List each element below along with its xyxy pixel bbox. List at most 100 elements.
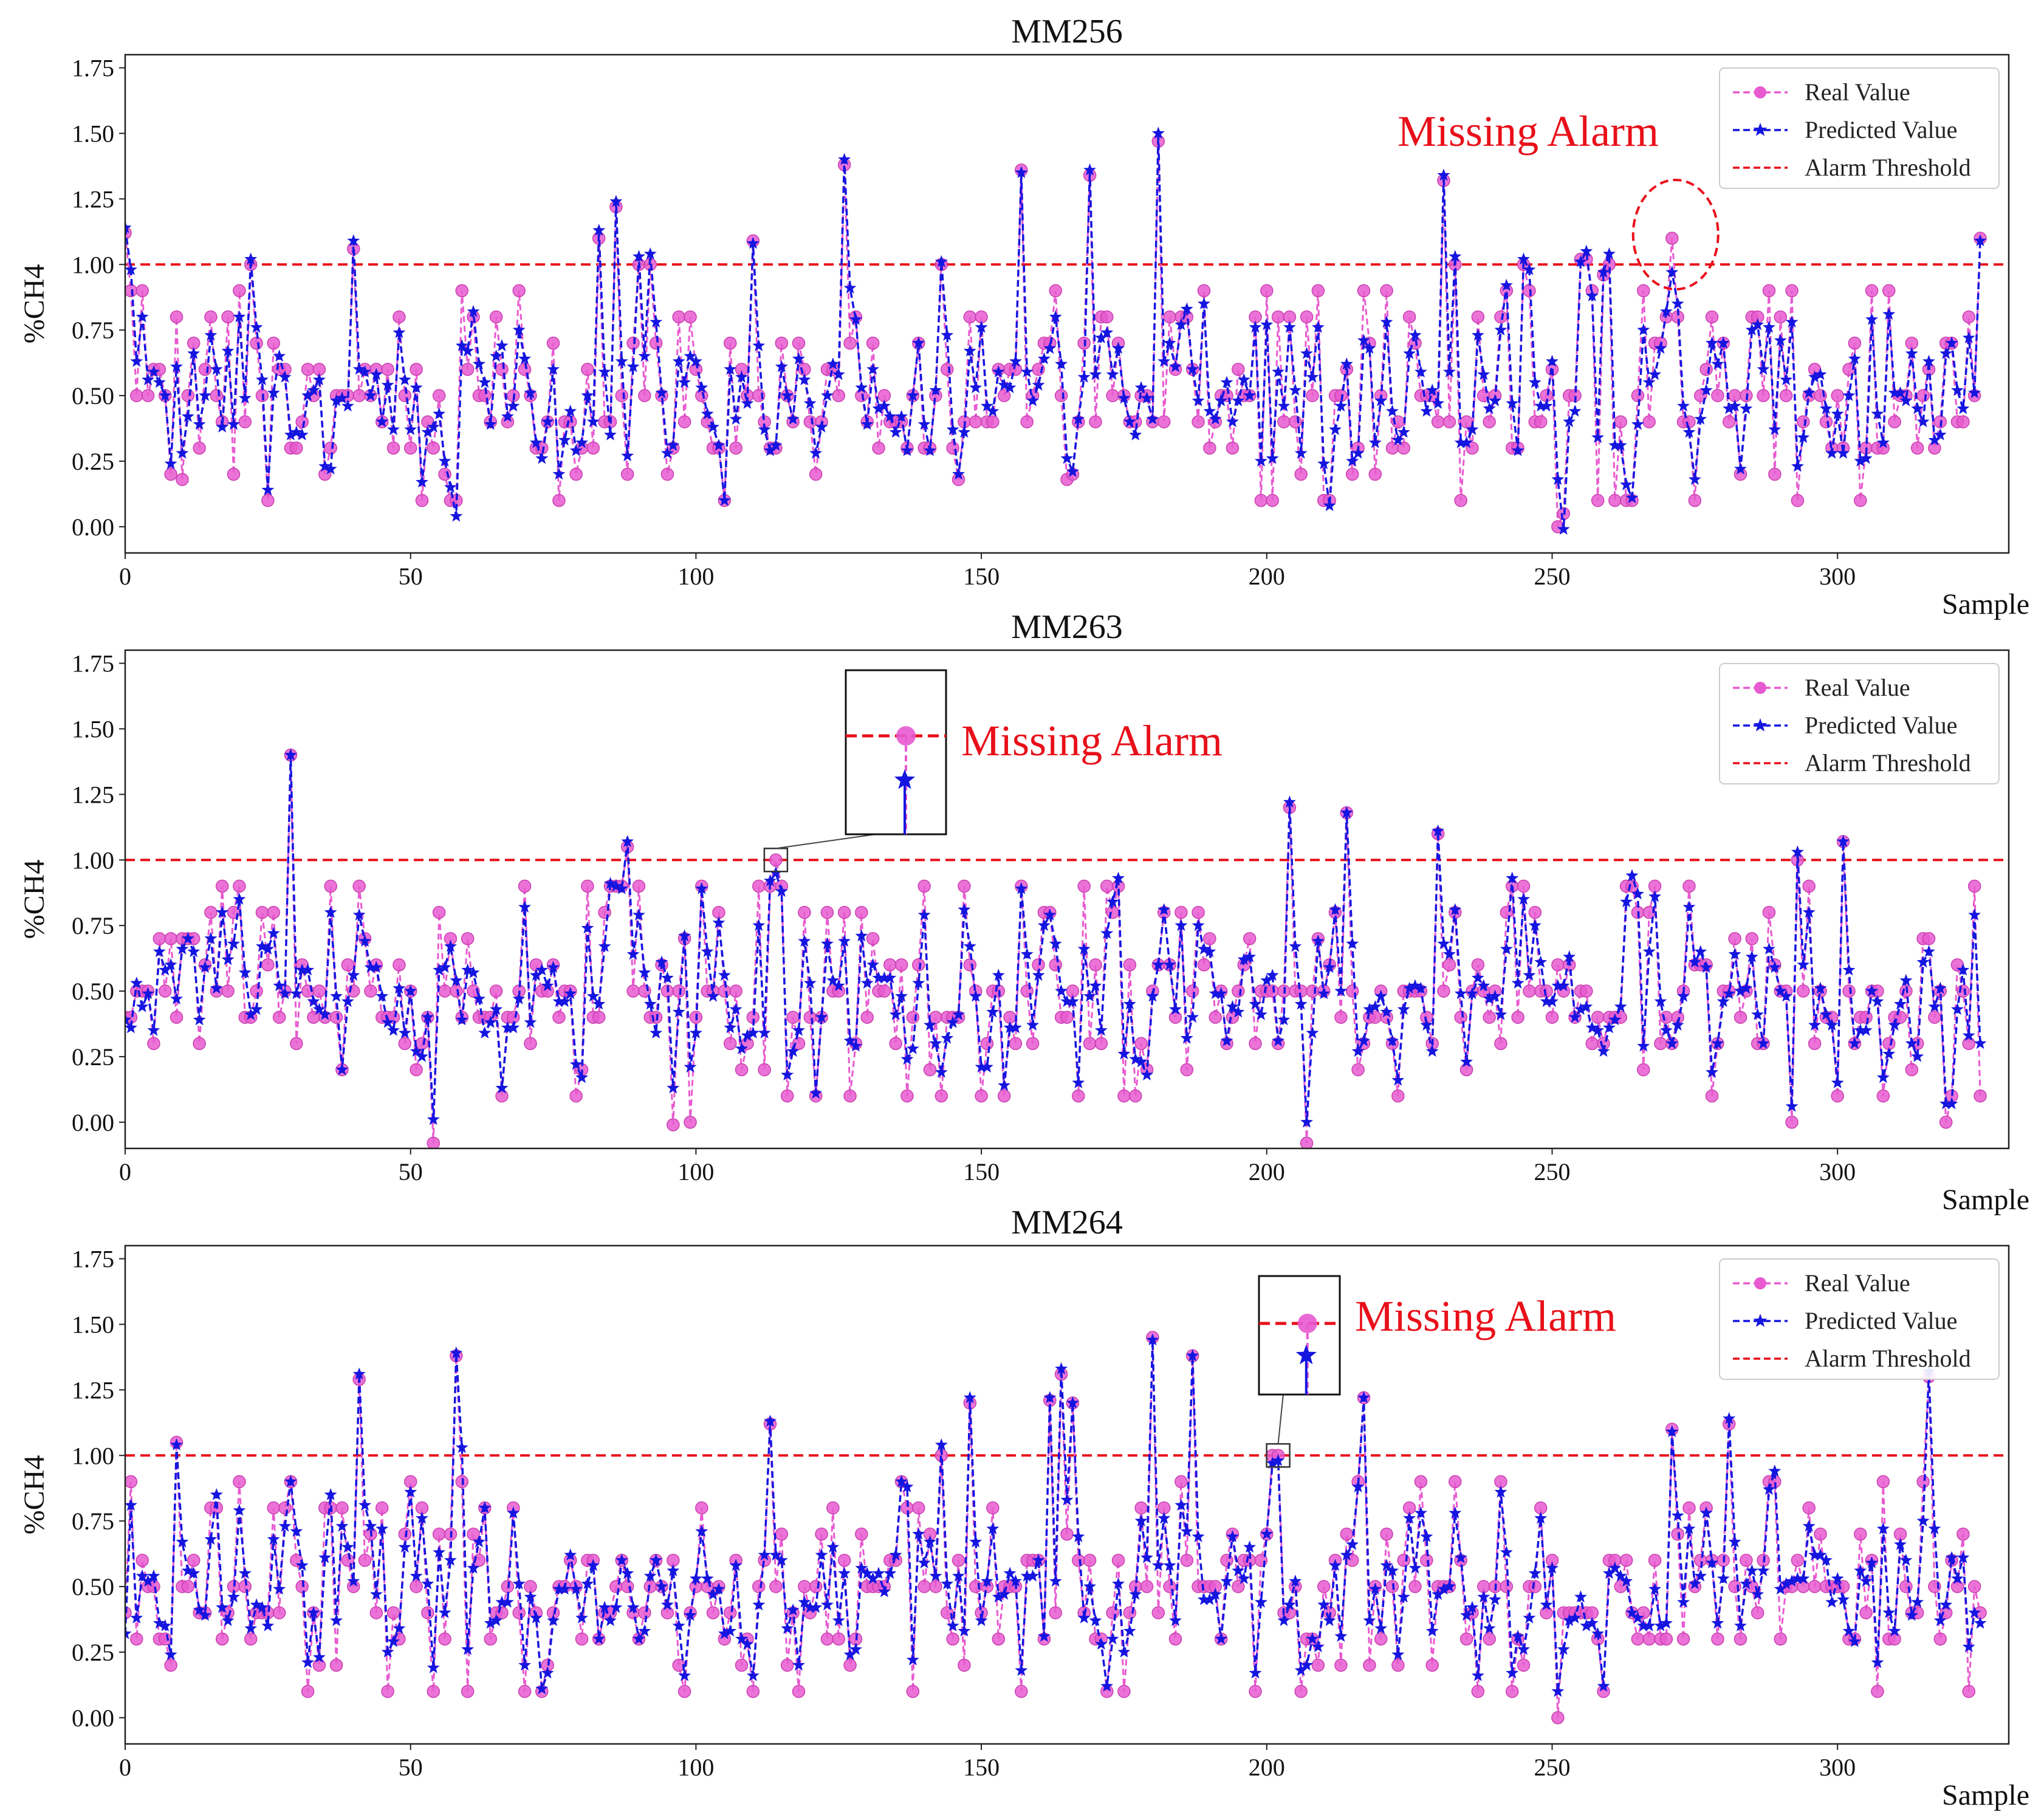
real-value-point <box>1659 1632 1673 1646</box>
plot-area <box>125 748 2009 1148</box>
predicted-value-point <box>455 1441 468 1453</box>
predicted-value-point <box>1802 386 1816 399</box>
predicted-value-point <box>261 1619 275 1631</box>
predicted-value-point <box>341 399 354 412</box>
predicted-value-point <box>1471 971 1484 984</box>
real-value-point <box>1089 958 1102 972</box>
real-value-point <box>1123 958 1137 972</box>
real-value-point <box>1397 1554 1410 1567</box>
real-value-point <box>255 905 269 919</box>
predicted-value-point <box>1100 927 1114 939</box>
predicted-value-point <box>421 425 434 438</box>
predicted-value-point <box>1551 1684 1565 1697</box>
predicted-value-point <box>946 1619 959 1631</box>
real-value-point <box>1425 1658 1439 1672</box>
y-tick-label: 0.00 <box>72 1704 114 1732</box>
predicted-value-point <box>958 903 971 916</box>
predicted-value-point <box>900 1480 914 1492</box>
predicted-value-point <box>1386 1034 1399 1046</box>
predicted-value-point <box>1198 297 1210 309</box>
x-tick-label: 200 <box>1249 1754 1285 1781</box>
predicted-value-point <box>307 383 320 396</box>
predicted-value-point <box>1557 1642 1570 1655</box>
predicted-value-point <box>626 360 640 372</box>
predicted-value-point <box>1842 1624 1856 1637</box>
predicted-value-point <box>1665 266 1679 278</box>
real-value-point <box>1814 1527 1827 1541</box>
predicted-value-point <box>746 1669 760 1681</box>
real-value-point <box>1163 1580 1176 1593</box>
predicted-value-point <box>1945 336 1958 349</box>
real-value-point <box>843 1658 857 1672</box>
real-value-point <box>877 984 891 998</box>
predicted-value-point <box>1129 428 1142 441</box>
real-value-point <box>1831 1089 1844 1103</box>
predicted-value-point <box>1671 1018 1684 1031</box>
predicted-value-point <box>1694 1569 1707 1582</box>
predicted-value-point <box>1631 887 1644 900</box>
predicted-value-point <box>176 942 189 955</box>
predicted-value-point <box>421 1010 434 1023</box>
predicted-value-point <box>1163 336 1176 349</box>
predicted-value-point <box>1437 937 1450 950</box>
predicted-value-point <box>1363 1003 1376 1015</box>
y-tick-label: 0.75 <box>72 317 114 344</box>
real-value-point <box>1642 1632 1656 1646</box>
real-value-point <box>758 1063 771 1077</box>
real-value-point <box>684 310 697 324</box>
predicted-value-point <box>1842 389 1856 401</box>
legend-box <box>1719 67 2000 189</box>
predicted-value-point <box>929 1037 942 1049</box>
chart-title: MM256 <box>1011 13 1123 50</box>
predicted-value-point <box>250 1598 263 1611</box>
real-value-point <box>250 336 263 350</box>
real-value-point <box>1676 1632 1690 1646</box>
x-tick-label: 300 <box>1819 563 1856 590</box>
predicted-value-point <box>1899 1553 1913 1566</box>
predicted-value-point <box>643 997 657 1010</box>
real-value-point <box>518 1684 532 1698</box>
predicted-value-point <box>467 1561 480 1574</box>
real-value-point <box>820 905 834 919</box>
predicted-value-point <box>153 945 166 958</box>
predicted-value-point <box>1808 1548 1822 1561</box>
predicted-value-point <box>1140 1551 1153 1563</box>
real-value-point <box>415 1037 429 1051</box>
real-value-point <box>1500 1580 1514 1593</box>
real-value-point <box>752 879 766 893</box>
real-value-point <box>952 1554 965 1567</box>
predicted-value-point <box>467 304 480 317</box>
real-value-point <box>1614 415 1627 428</box>
predicted-value-point <box>153 1616 166 1629</box>
real-value-point <box>997 1089 1011 1103</box>
real-value-point <box>677 1684 691 1698</box>
real-value-point <box>1659 1010 1673 1024</box>
predicted-value-point <box>1072 1076 1085 1088</box>
predicted-value-point <box>478 1026 492 1038</box>
predicted-value-point <box>147 1569 160 1582</box>
predicted-value-point <box>1837 835 1850 847</box>
real-value-point <box>512 284 526 298</box>
predicted-value-point <box>216 905 229 918</box>
predicted-value-point <box>1323 1614 1336 1627</box>
predicted-value-point <box>809 1601 823 1613</box>
predicted-value-point <box>598 939 611 952</box>
real-value-point <box>1449 1475 1462 1489</box>
predicted-value-point <box>1677 1595 1690 1608</box>
real-value-point <box>1957 1527 1970 1541</box>
real-value-point <box>432 905 446 919</box>
real-value-point <box>735 1658 749 1672</box>
real-value-point <box>552 493 566 507</box>
predicted-value-point <box>1711 1616 1724 1629</box>
real-value-point <box>147 1037 160 1051</box>
predicted-value-point <box>1682 1522 1696 1534</box>
predicted-value-point <box>821 937 834 950</box>
predicted-value-point <box>473 1535 485 1548</box>
predicted-value-point <box>1854 454 1867 467</box>
predicted-value-point <box>1585 1616 1599 1629</box>
real-value-point <box>1637 284 1650 298</box>
predicted-value-point <box>1186 362 1199 375</box>
predicted-value-point <box>558 433 571 446</box>
predicted-value-point <box>792 1023 805 1036</box>
legend-marker-real <box>1754 1277 1766 1289</box>
